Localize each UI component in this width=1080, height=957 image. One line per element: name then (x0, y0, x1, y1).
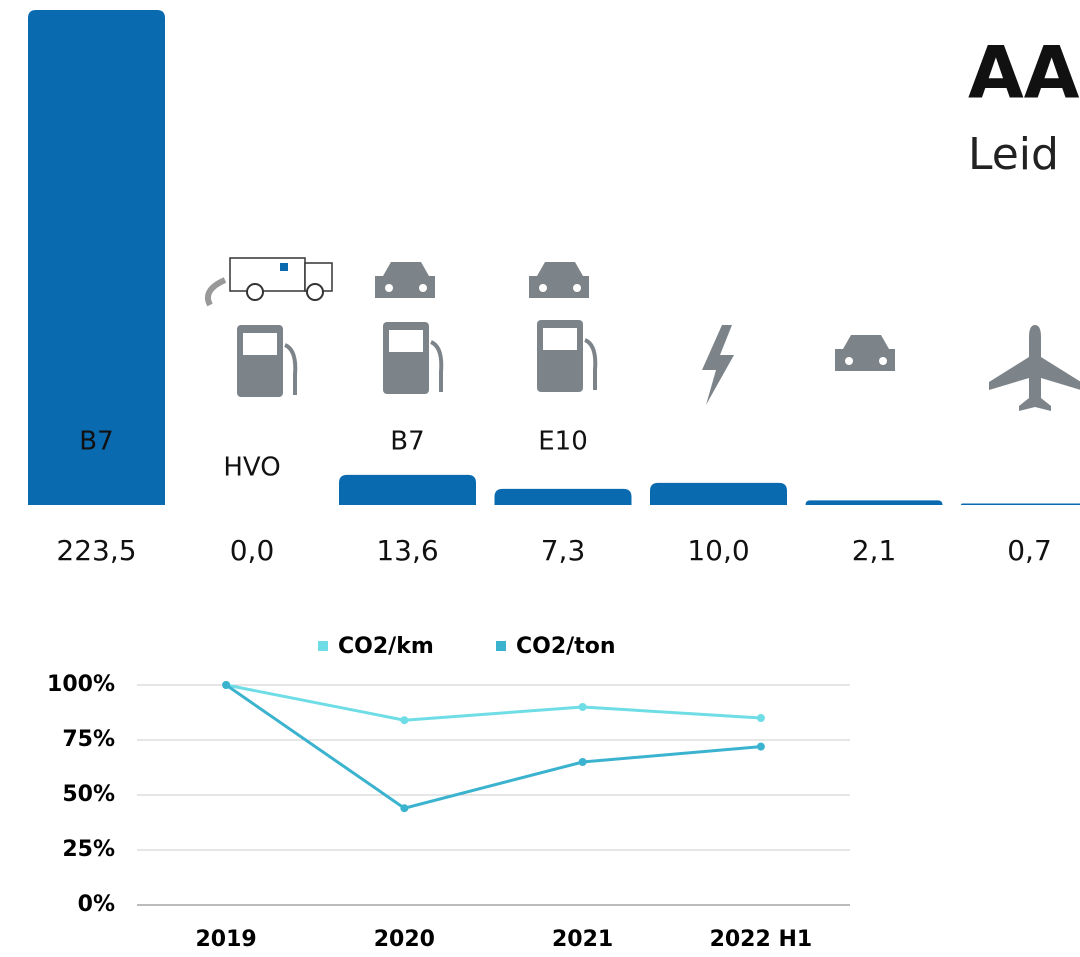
point (222, 681, 230, 689)
point (579, 703, 587, 711)
value-label: 10,0 (687, 534, 749, 567)
car-icon (529, 262, 589, 298)
legend-label: CO2/ton (516, 634, 615, 659)
bar (495, 489, 632, 505)
line (226, 685, 761, 720)
point (757, 743, 765, 751)
logo-name: AA (968, 31, 1080, 115)
category-label: E10 (538, 427, 588, 457)
y-tick-label: 75% (62, 727, 115, 752)
value-label: 0,0 (230, 534, 275, 567)
bar (961, 503, 1080, 505)
bar (806, 500, 943, 505)
legend-label: CO2/km (338, 634, 434, 659)
point (400, 804, 408, 812)
x-tick-label: 2022 H1 (710, 927, 813, 952)
value-label: 223,5 (56, 534, 136, 567)
category-label: B7 (79, 427, 113, 457)
bar (650, 483, 787, 505)
pump-icon (383, 322, 441, 394)
icons (38, 258, 1080, 411)
y-tick-label: 25% (62, 837, 115, 862)
point (757, 714, 765, 722)
pump-icon (237, 325, 295, 397)
point (579, 758, 587, 766)
line (226, 685, 761, 808)
pump-icon (537, 320, 595, 392)
y-tick-label: 100% (47, 672, 115, 697)
lightning-icon (702, 325, 734, 405)
chart: AA Leid (0, 0, 1080, 953)
value-label: 0,7 (1007, 534, 1052, 567)
point (400, 716, 408, 724)
car-icon (835, 335, 895, 371)
value-label: 7,3 (541, 534, 586, 567)
legend-swatch (318, 641, 328, 651)
x-tick-label: 2021 (552, 927, 613, 952)
category-label: HVO (223, 453, 280, 483)
value-label: 2,1 (852, 534, 897, 567)
legend-swatch (496, 641, 506, 651)
y-tick-label: 0% (78, 892, 115, 917)
plane-icon (989, 325, 1080, 411)
car-icon (375, 262, 435, 298)
category-label: B7 (390, 427, 424, 457)
value-label: 13,6 (376, 534, 438, 567)
logo-tagline: Leid (968, 129, 1059, 180)
y-tick-label: 50% (62, 782, 115, 807)
page: AA Leid (0, 0, 1080, 953)
x-tick-label: 2019 (196, 927, 257, 952)
bar (339, 475, 476, 505)
truck-icon (208, 258, 332, 305)
x-tick-label: 2020 (374, 927, 435, 952)
